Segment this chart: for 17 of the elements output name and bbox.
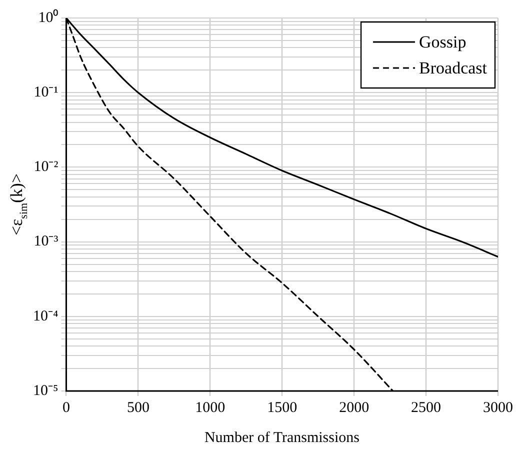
x-tick-label: 500 [126,400,150,416]
y-axis-title: <εsim(k)> [7,173,30,236]
y-tick-label: 10⁻⁵ [32,382,58,399]
x-tick-label: 1000 [195,400,226,416]
y-tick-label: 10⁰ [38,8,58,26]
legend-label: Broadcast [419,58,488,78]
x-tick-label: 1500 [267,400,298,416]
x-tick-label: 0 [62,400,70,416]
x-tick-label: 2000 [339,400,370,416]
y-tick-label: 10⁻³ [34,234,59,250]
y-tick-label: 10⁻² [34,159,59,176]
legend-label: Gossip [419,32,466,52]
y-tick-label: 10⁻¹ [34,84,58,101]
x-tick-label: 2500 [411,400,442,416]
y-tick-label: 10⁻⁴ [32,308,58,324]
x-axis-title: Number of Transmissions [204,430,360,446]
x-tick-label: 3000 [483,400,513,416]
